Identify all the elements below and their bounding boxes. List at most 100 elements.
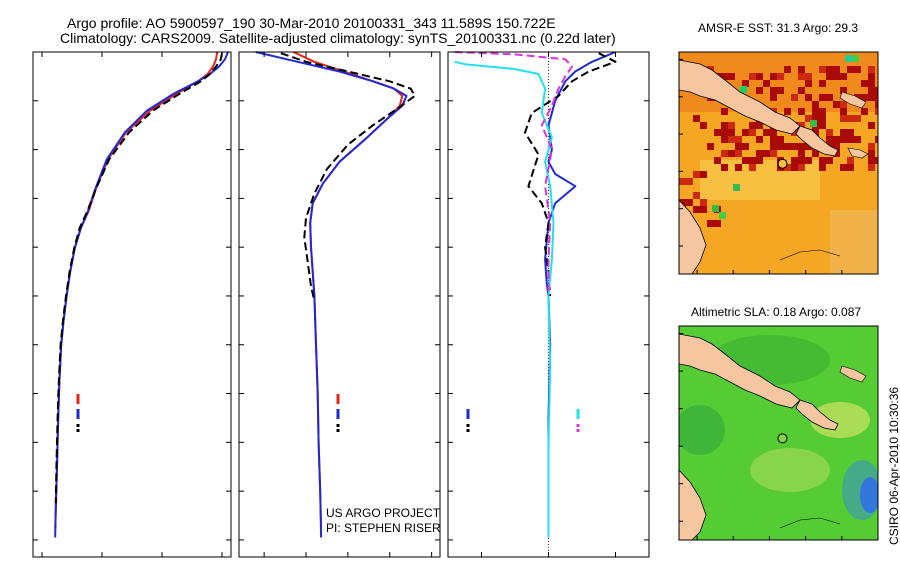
- sst-hot-cell: [819, 157, 826, 164]
- sst-hot-cell: [805, 115, 812, 122]
- sst-hot-cell: [840, 101, 847, 108]
- sst-hot-cell: [700, 122, 707, 129]
- sst-map-axes: [679, 58, 843, 274]
- sst-cool-cell: [740, 86, 747, 93]
- difference-series-2-line: [454, 60, 555, 538]
- sst-hot-cell: [840, 115, 847, 122]
- sst-hot-cell: [686, 199, 693, 206]
- sst-hot-cell: [742, 143, 749, 150]
- csiro-timestamp: CSIRO 06-Apr-2010 10:30:36: [887, 387, 900, 545]
- sst-cool-cell: [719, 212, 726, 219]
- sst-hot-cell: [728, 136, 735, 143]
- new-guinea-land: [679, 59, 801, 135]
- sst-hot-cell: [847, 115, 854, 122]
- sst-hot-cell: [728, 129, 735, 136]
- sst-hot-cell: [798, 73, 805, 80]
- sst-hot-cell: [819, 80, 826, 87]
- sst-hot-cell: [868, 150, 875, 157]
- sst-hot-cell: [805, 73, 812, 80]
- sst-hot-cell: [791, 94, 798, 101]
- sst-hot-cell: [770, 143, 777, 150]
- sst-hot-cell: [798, 164, 805, 171]
- sla-map-frame: [678, 325, 879, 541]
- new-britain-island-sla: [839, 365, 867, 383]
- sst-hot-cell: [770, 129, 777, 136]
- sst-hot-cell: [749, 157, 756, 164]
- sst-hot-cell: [721, 122, 728, 129]
- louisiade-island: [847, 147, 869, 159]
- sst-hot-cell: [742, 129, 749, 136]
- sst-hot-cell: [693, 206, 700, 213]
- sst-hot-cell: [805, 94, 812, 101]
- sst-hot-cell: [826, 94, 833, 101]
- sst-hot-cell: [868, 73, 875, 80]
- sst-hot-cell: [770, 94, 777, 101]
- sst-hot-cell: [819, 115, 826, 122]
- sst-hot-cell: [840, 136, 847, 143]
- sla-yellow-patch: [810, 402, 870, 438]
- sst-hot-cell: [812, 108, 819, 115]
- sst-hot-cell: [833, 143, 840, 150]
- sst-hot-cell: [749, 122, 756, 129]
- sst-map-frame: [678, 51, 879, 275]
- sst-hot-cell: [875, 94, 878, 101]
- sst-hot-cell: [686, 178, 693, 185]
- sst-hot-cell: [784, 108, 791, 115]
- sst-hot-cell: [784, 66, 791, 73]
- sst-hot-cell: [770, 87, 777, 94]
- sst-hot-cell: [756, 157, 763, 164]
- sst-hot-cell: [756, 150, 763, 157]
- difference-panel: [447, 51, 650, 558]
- difference-series-3-line: [454, 51, 573, 296]
- sst-hot-cell: [819, 164, 826, 171]
- papuan-peninsula-land: [795, 125, 839, 157]
- sst-hot-cell: [805, 157, 812, 164]
- sst-hot-cell: [714, 157, 721, 164]
- sst-hot-cell: [875, 136, 878, 143]
- sst-hot-cell: [721, 150, 728, 157]
- sst-hot-cell: [875, 87, 878, 94]
- sst-hot-cell: [721, 164, 728, 171]
- title-line-1: Argo profile: AO 5900597_190 30-Mar-2010…: [67, 15, 556, 31]
- sst-hot-cell: [812, 150, 819, 157]
- sst-hot-cell: [840, 108, 847, 115]
- sst-hot-cell: [847, 66, 854, 73]
- sst-hot-cell: [693, 115, 700, 122]
- sst-hot-cell: [770, 136, 777, 143]
- temperature-series-0-line: [54, 51, 219, 528]
- sst-hot-cell: [728, 150, 735, 157]
- sst-hot-cell: [840, 129, 847, 136]
- pi-credit: PI: STEPHEN RISER: [326, 521, 441, 535]
- sla-light-patch: [750, 448, 830, 492]
- sst-hot-cell: [798, 87, 805, 94]
- difference-legend: [466, 409, 580, 434]
- sst-hot-cell: [875, 108, 878, 115]
- sst-hot-cell: [798, 122, 805, 129]
- sst-cool-cell: [852, 55, 859, 62]
- sst-hot-cell: [854, 115, 861, 122]
- project-credit: US ARGO PROJECT: [326, 506, 441, 520]
- sst-hot-cell: [777, 87, 784, 94]
- sst-hot-cell: [798, 143, 805, 150]
- title-line-2: Climatology: CARS2009. Satellite-adjuste…: [60, 30, 616, 46]
- sst-hot-cell: [875, 101, 878, 108]
- sst-hot-cell: [812, 129, 819, 136]
- sst-hot-cell: [693, 192, 700, 199]
- sst-hot-cell: [721, 108, 728, 115]
- sst-argo-position-marker: [777, 158, 788, 169]
- sst-hot-cell: [798, 66, 805, 73]
- sst-south-east: [830, 210, 878, 274]
- sst-cool-cell: [810, 120, 817, 127]
- sst-hot-cell: [770, 150, 777, 157]
- sst-hot-cell: [826, 73, 833, 80]
- sst-hot-cell: [819, 66, 826, 73]
- sst-hot-cell: [777, 143, 784, 150]
- difference-series-0-line: [544, 51, 616, 538]
- sst-hot-cell: [700, 199, 707, 206]
- sst-hot-cell: [833, 136, 840, 143]
- sst-hot-cell: [805, 143, 812, 150]
- sst-hot-cell: [735, 143, 742, 150]
- sla-blue-patch: [860, 477, 878, 513]
- sst-hot-cell: [861, 80, 868, 87]
